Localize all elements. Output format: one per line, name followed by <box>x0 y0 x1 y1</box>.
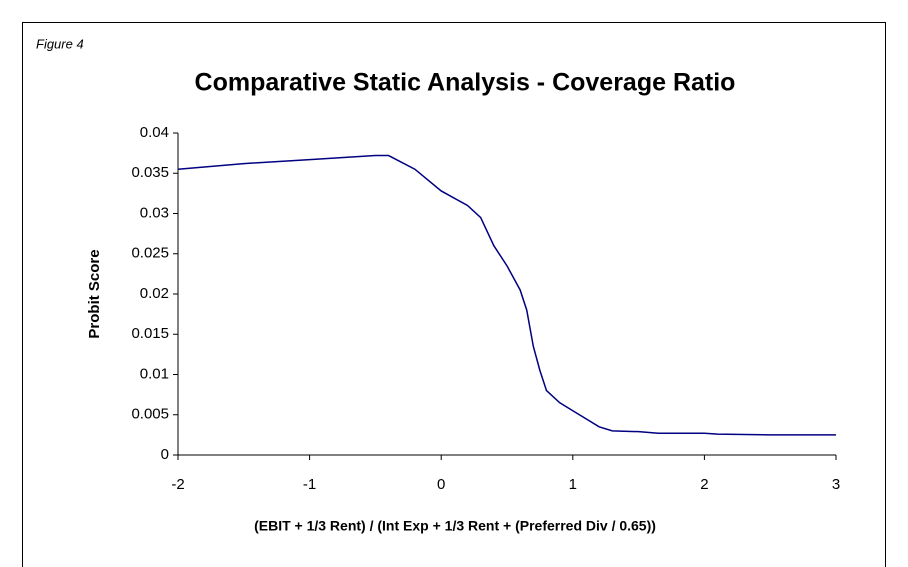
x-tick-label: 1 <box>569 476 577 493</box>
y-axis-label: Probit Score <box>86 249 103 338</box>
chart-title: Comparative Static Analysis - Coverage R… <box>195 69 736 97</box>
frame <box>22 22 886 567</box>
y-tick-label: 0.03 <box>140 204 169 221</box>
x-tick-label: 2 <box>700 476 708 493</box>
x-tick-label: -2 <box>171 476 184 493</box>
figure-label: Figure 4 <box>36 36 84 51</box>
y-tick-label: 0.02 <box>140 285 169 302</box>
y-tick-label: 0.025 <box>131 245 169 262</box>
x-tick-label: 0 <box>437 476 445 493</box>
x-tick-label: 3 <box>832 476 840 493</box>
data-line <box>177 154 836 436</box>
x-tick-label: -1 <box>303 476 316 493</box>
y-tick-label: 0.015 <box>131 325 169 342</box>
y-tick-label: 0.04 <box>140 124 169 141</box>
y-tick-label: 0.035 <box>131 164 169 181</box>
y-tick-label: 0.01 <box>140 365 169 382</box>
y-tick-label: 0 <box>161 446 169 463</box>
y-tick-label: 0.005 <box>131 406 169 423</box>
x-axis-label: (EBIT + 1/3 Rent) / (Int Exp + 1/3 Rent … <box>254 518 656 534</box>
